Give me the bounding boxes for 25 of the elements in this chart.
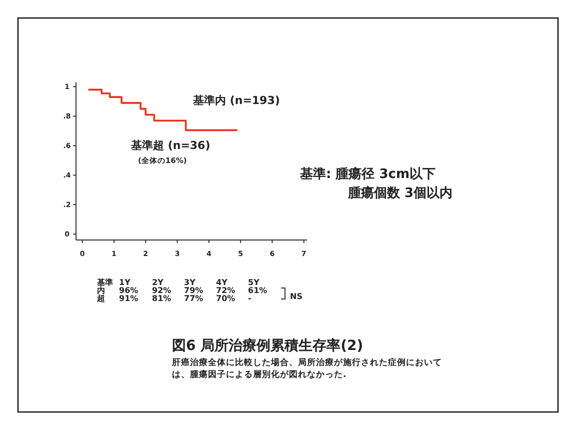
text: 77% <box>184 294 204 303</box>
text: 5Y <box>248 278 260 287</box>
text: 図6 局所治療例累積生存率(2) <box>172 337 364 354</box>
text: 2Y <box>152 278 164 287</box>
text: 91% <box>119 294 138 303</box>
text: 腫瘍個数 3個以内 <box>347 185 453 201</box>
text: 81% <box>152 294 172 303</box>
text: 92% <box>152 286 172 295</box>
text: 超 <box>96 294 105 303</box>
text: 基準 <box>96 278 113 287</box>
text: NS <box>290 292 303 301</box>
annotation: 基準内 (n=193) <box>192 94 280 107</box>
text: 72% <box>216 286 236 295</box>
text: 1Y <box>119 278 131 287</box>
text: 96% <box>119 286 138 295</box>
text: 3Y <box>184 278 196 287</box>
annotation: 基準超 (n=36) <box>130 139 210 152</box>
annotation: 基準: 腫瘍径 3cm以下 <box>299 166 436 182</box>
text: 肝癌治療全体に比較した場合、局所治療が施行された症例においては、腫瘍因子による層別化が図れなかった. <box>172 357 443 381</box>
text: 4Y <box>216 278 228 287</box>
text: 70% <box>216 294 236 303</box>
text: - <box>248 294 252 303</box>
text: 79% <box>184 286 204 295</box>
text: 内 <box>97 286 105 295</box>
text: 61% <box>248 286 268 295</box>
